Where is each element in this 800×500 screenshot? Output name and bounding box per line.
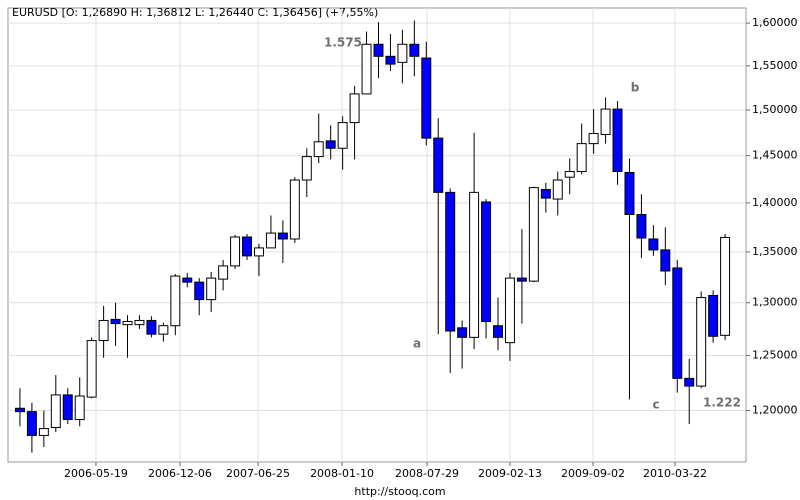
candle-body (660, 249, 671, 272)
candle-body (409, 43, 420, 57)
candle-body (170, 275, 181, 327)
candle-body (624, 171, 635, 216)
candle-body (684, 377, 695, 387)
candle-body (504, 277, 515, 344)
candle-body (433, 137, 444, 193)
chart-title: EURUSD [O: 1,26890 H: 1,36812 L: 1,26440… (12, 6, 378, 19)
x-tick-label: 2006-12-06 (148, 467, 212, 480)
candle-body (552, 179, 563, 200)
y-tick-label: 1,45000 (752, 149, 798, 162)
candle-body (182, 277, 193, 283)
y-tick-label: 1,50000 (752, 103, 798, 116)
candle-body (540, 189, 551, 199)
candle-body (110, 318, 121, 325)
candle-body (696, 297, 707, 387)
plot-area (7, 7, 747, 463)
candle-body (122, 320, 133, 326)
candle-body (50, 394, 61, 428)
candle-body (74, 395, 85, 421)
candle-body (516, 277, 527, 282)
candle-body (481, 201, 492, 322)
y-tick-label: 1,35000 (752, 245, 798, 258)
candle-body (14, 407, 25, 413)
candle-body (528, 187, 539, 282)
candle-body (38, 428, 49, 436)
candle-body (301, 156, 312, 181)
candle-body (62, 394, 73, 421)
y-tick-label: 1,60000 (752, 16, 798, 29)
candle-body (708, 294, 719, 337)
candle-body (337, 122, 348, 149)
candle-body (361, 43, 372, 95)
x-tick-label: 2009-09-02 (561, 467, 625, 480)
candle-body (672, 267, 683, 379)
candle-body (457, 327, 468, 338)
candle-body (289, 179, 300, 240)
y-tick-label: 1,20000 (752, 404, 798, 417)
candle-body (600, 108, 611, 135)
candle-body (445, 191, 456, 332)
x-tick-label: 2010-03-22 (643, 467, 707, 480)
x-tick-label: 2009-02-13 (478, 467, 542, 480)
candle-body (385, 55, 396, 65)
candle-body (576, 143, 587, 173)
candle-body (98, 319, 109, 342)
y-tick-label: 1,40000 (752, 196, 798, 209)
footer: http://stooq.com (354, 485, 445, 498)
candle-body (564, 171, 575, 178)
candle-body (158, 325, 169, 335)
candle-body (218, 265, 229, 280)
candle-body (636, 214, 647, 239)
candle-body (26, 411, 37, 436)
candle-body (265, 232, 276, 249)
candle-body (325, 140, 336, 149)
candle-body (421, 57, 432, 139)
candle-body (230, 236, 241, 267)
x-tick-label: 2007-06-25 (226, 467, 290, 480)
candle-body (277, 232, 288, 240)
candle-body (349, 93, 360, 124)
candle-body (253, 247, 264, 257)
candle-body (86, 340, 97, 398)
candle-body (134, 319, 145, 326)
candle-body (588, 133, 599, 145)
annotation: a (413, 337, 421, 351)
candle-body (397, 43, 408, 63)
y-tick-label: 1,30000 (752, 296, 798, 309)
x-tick-label: 2006-05-19 (64, 467, 128, 480)
annotation: b (631, 81, 640, 95)
candle-body (146, 319, 157, 335)
candle-body (469, 191, 480, 338)
candle-body (720, 236, 731, 336)
x-tick-label: 2008-07-29 (395, 467, 459, 480)
candle-body (373, 43, 384, 57)
annotation: 1.575 (324, 36, 362, 50)
candle-body (313, 141, 324, 158)
x-tick-label: 2008-01-10 (310, 467, 374, 480)
candle-body (194, 281, 205, 301)
candle-body (206, 277, 217, 301)
candle-body (242, 236, 253, 257)
y-tick-label: 1,25000 (752, 349, 798, 362)
candle-body (612, 108, 623, 173)
annotation: c (652, 398, 659, 412)
annotation: 1.222 (703, 396, 741, 410)
candle-body (493, 325, 503, 338)
candle-body (648, 238, 659, 251)
y-tick-label: 1,55000 (752, 59, 798, 72)
